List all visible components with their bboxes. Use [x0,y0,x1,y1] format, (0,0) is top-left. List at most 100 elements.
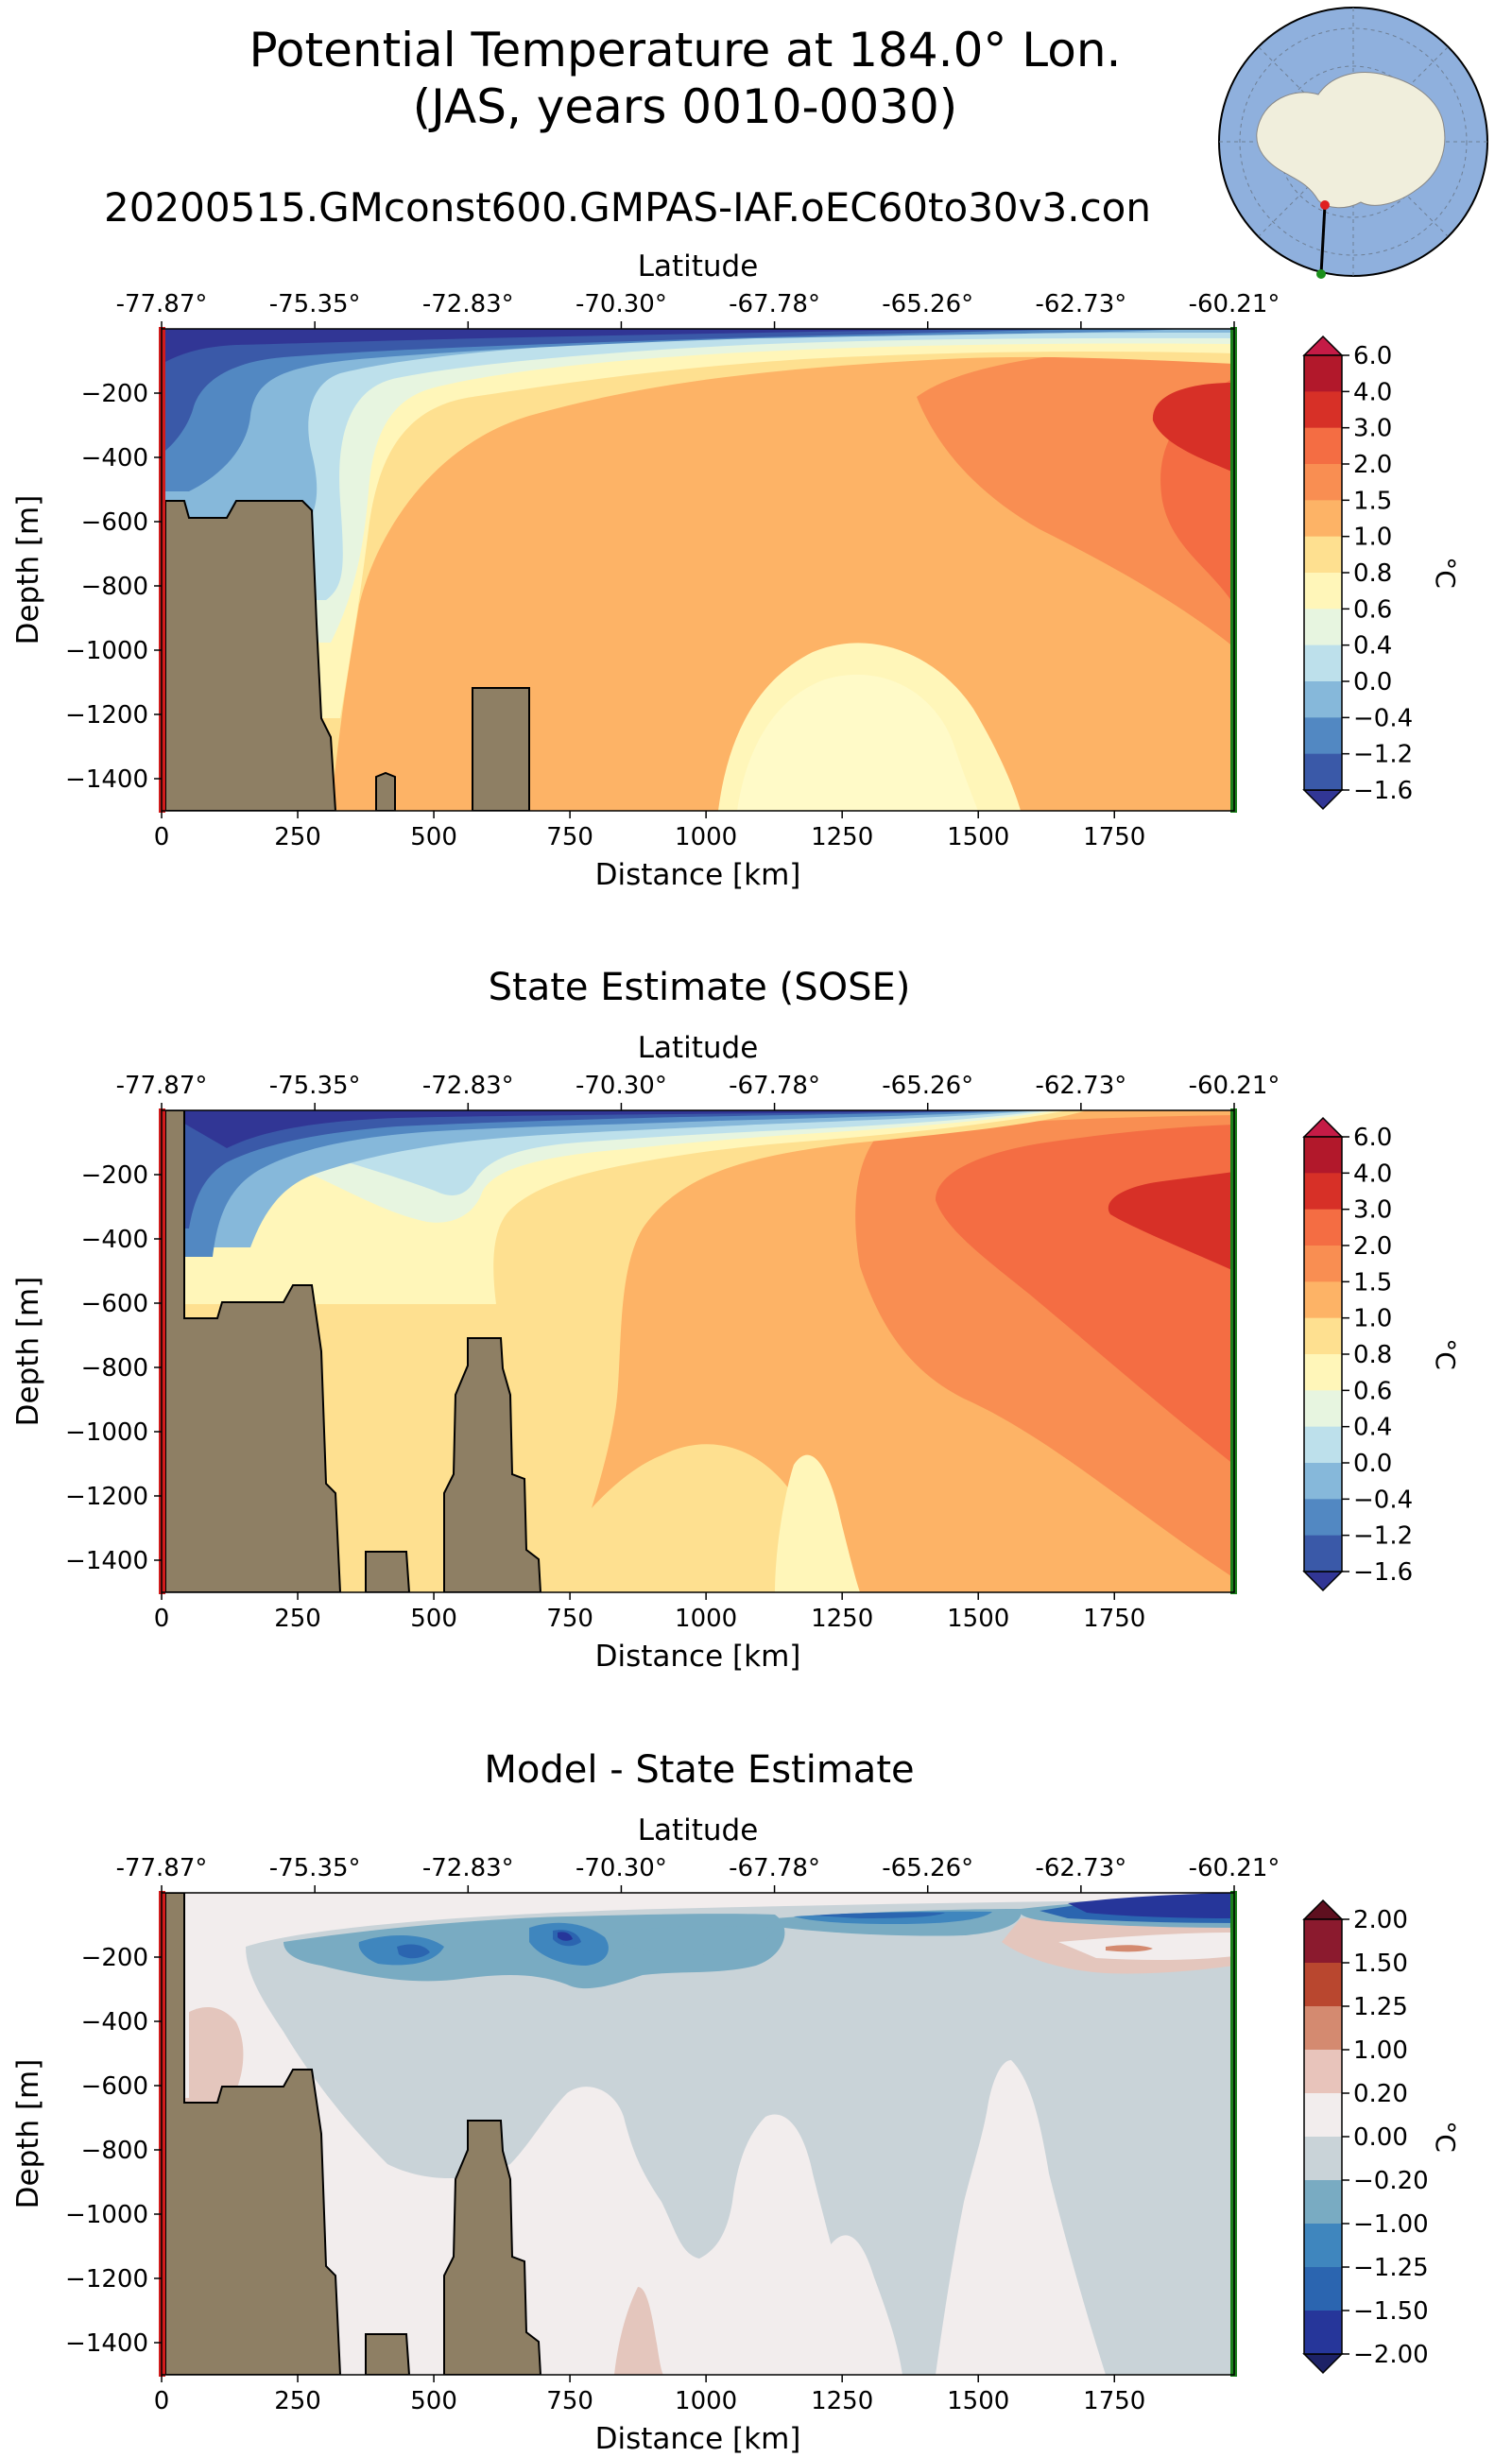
latitude-tick-label: -65.26° [882,1854,973,1882]
colorbar-tick-label: −1.00 [1353,2210,1429,2239]
antarctica-shape [1256,72,1446,209]
latitude-tick-label: -77.87° [116,290,208,318]
y-tick-label: −1000 [65,1418,148,1447]
x-axis-label: Distance [km] [595,858,801,892]
latitude-tick-label: -67.78° [729,1854,820,1882]
latitude-tick-label: -77.87° [116,1072,208,1100]
difference-field [162,1893,1234,2375]
x-axis-label: Distance [km] [595,1640,801,1674]
seafloor-land [164,500,337,811]
y-tick-label: −1200 [65,701,148,730]
latitude-tick-label: -65.26° [882,1072,973,1100]
latitude-tick-label: -60.21° [1189,290,1280,318]
y-tick-label: −200 [81,1161,148,1190]
plot-frame [161,1109,1235,1593]
x-tick-label: 500 [410,1605,457,1633]
x-tick-label: 1250 [811,823,873,851]
x-tick-label: 0 [154,823,170,851]
y-tick-label: −200 [81,1944,148,1972]
colorbar-bin [1304,1463,1342,1500]
colorbar-bin [1304,464,1342,501]
y-axis-label: Depth [m] [11,2059,45,2209]
x-tick-label: 500 [410,823,457,851]
colorbar-bin [1304,2050,1342,2094]
x-tick-label: 0 [154,2387,170,2415]
seafloor-land [164,1893,342,2375]
y-tick-label: −1400 [65,765,148,794]
y-tick-label: −400 [81,2008,148,2036]
x-tick-label: 1500 [947,823,1009,851]
x-tick-label: 1000 [675,2387,737,2415]
colorbar-tick-label: 1.00 [1353,2036,1408,2065]
latitude-axis-label: Latitude [638,1031,759,1065]
sose-temperature-panel: State Estimate (SOSE) 0 250 500 750 1000 1250… [11,966,1461,1674]
y-tick-label: −200 [81,380,148,408]
difference-panel: Model - State Estimate [11,1748,1461,2456]
colorbar-extend-low [1302,789,1344,811]
x-axis-label: Distance [km] [595,2422,801,2456]
colorbar-tick-label: 2.00 [1353,1906,1408,1934]
x-tick-label: 750 [546,2387,593,2415]
latitude-tick-label: -70.30° [576,1072,667,1100]
colorbar-tick-label: −0.4 [1353,704,1413,732]
colorbar-tick-label: −1.50 [1353,2297,1429,2326]
x-tick-label: 1000 [675,823,737,851]
colorbar-extend-low [1302,2353,1344,2375]
colorbar-extend-high [1302,1899,1344,1920]
colorbar-tick-label: 0.0 [1353,668,1392,696]
plot-frame [161,1892,1235,2376]
colorbar-bin [1304,2137,1342,2181]
latitude-tick-label: -60.21° [1189,1072,1280,1100]
colorbar-label: °C [1430,2121,1461,2153]
colorbar-tick-label: −0.4 [1353,1486,1413,1514]
panel-title: State Estimate (SOSE) [489,966,911,1009]
latitude-axis-label: Latitude [638,1813,759,1847]
latitude-tick-label: -72.83° [422,290,514,318]
colorbar-tick-label: −2.00 [1353,2341,1429,2369]
colorbar-bin [1304,609,1342,646]
figure-title-line2: (JAS, years 0010-0030) [413,79,958,134]
colorbar-bin [1304,1919,1342,1964]
colorbar-tick-label: 2.0 [1353,451,1392,479]
y-axis-label: Depth [m] [11,1277,45,1427]
colorbar-tick-label: 1.25 [1353,1993,1408,2021]
colorbar-bin [1304,1963,1342,2007]
colorbar-label: °C [1430,1338,1461,1370]
colorbar-bin [1304,753,1342,791]
colorbar-bin [1304,2311,1342,2355]
x-tick-label: 1750 [1083,2387,1145,2415]
colorbar-bin [1304,2180,1342,2225]
y-tick-label: −600 [81,508,148,537]
colorbar-bin [1304,1317,1342,1355]
temperature-field [162,1110,1234,1592]
y-tick-label: −800 [81,573,148,601]
x-tick-label: 500 [410,2387,457,2415]
latitude-tick-label: -62.73° [1035,1854,1126,1882]
colorbar-extend-high [1302,1116,1344,1138]
colorbar-bin [1304,536,1342,574]
y-tick-label: −400 [81,444,148,472]
model-temperature-panel: 0 250 500 750 1000 1250 1500 1750 Distance [km] −… [11,249,1461,892]
seafloor-land [164,1110,342,1592]
colorbar-tick-label: 6.0 [1353,1124,1392,1152]
colorbar-bin [1304,681,1342,718]
latitude-tick-label: -65.26° [882,290,973,318]
x-tick-label: 1250 [811,1605,873,1633]
y-axis-label: Depth [m] [11,495,45,645]
colorbar-bin [1304,2093,1342,2138]
latitude-tick-label: -72.83° [422,1072,514,1100]
latitude-axis-label: Latitude [638,249,759,284]
y-tick-label: −800 [81,2137,148,2165]
colorbar-bin [1304,355,1342,392]
colorbar-bin [1304,1426,1342,1464]
colorbar-label: °C [1430,557,1461,589]
transect-end-marker [1316,269,1326,279]
colorbar-tick-label: 0.8 [1353,559,1392,588]
colorbar-tick-label: −1.6 [1353,777,1413,805]
colorbar-bin [1304,1390,1342,1428]
colorbar-bin [1304,1173,1342,1211]
colorbar-tick-label: 1.5 [1353,487,1392,515]
colorbar-tick-label: 2.0 [1353,1232,1392,1261]
y-tick-label: −400 [81,1226,148,1254]
latitude-tick-label: -60.21° [1189,1854,1280,1882]
